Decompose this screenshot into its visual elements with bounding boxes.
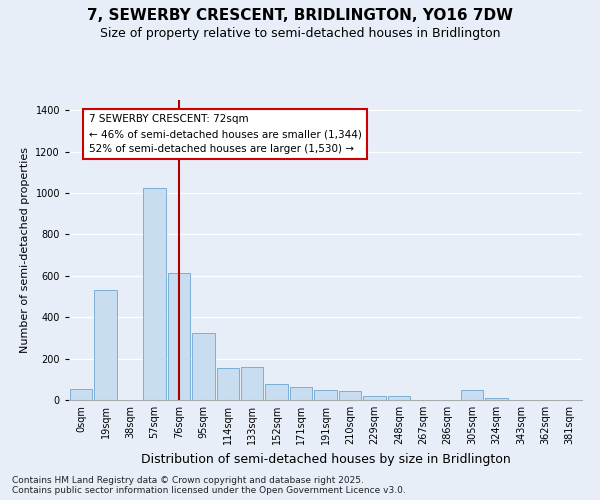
Bar	[143, 188, 166, 400]
Bar	[388, 396, 410, 400]
Bar	[167, 273, 190, 400]
Bar	[70, 388, 92, 400]
Bar	[461, 390, 484, 400]
X-axis label: Distribution of semi-detached houses by size in Bridlington: Distribution of semi-detached houses by …	[140, 452, 511, 466]
Y-axis label: Number of semi-detached properties: Number of semi-detached properties	[20, 147, 30, 353]
Text: Size of property relative to semi-detached houses in Bridlington: Size of property relative to semi-detach…	[100, 28, 500, 40]
Bar	[241, 367, 263, 400]
Bar	[314, 390, 337, 400]
Bar	[217, 368, 239, 400]
Bar	[485, 398, 508, 400]
Bar	[265, 384, 288, 400]
Bar	[192, 333, 215, 400]
Text: 7, SEWERBY CRESCENT, BRIDLINGTON, YO16 7DW: 7, SEWERBY CRESCENT, BRIDLINGTON, YO16 7…	[87, 8, 513, 22]
Bar	[363, 396, 386, 400]
Bar	[94, 290, 117, 400]
Bar	[290, 386, 313, 400]
Text: 7 SEWERBY CRESCENT: 72sqm
← 46% of semi-detached houses are smaller (1,344)
52% : 7 SEWERBY CRESCENT: 72sqm ← 46% of semi-…	[89, 114, 361, 154]
Text: Contains HM Land Registry data © Crown copyright and database right 2025.
Contai: Contains HM Land Registry data © Crown c…	[12, 476, 406, 495]
Bar	[338, 390, 361, 400]
